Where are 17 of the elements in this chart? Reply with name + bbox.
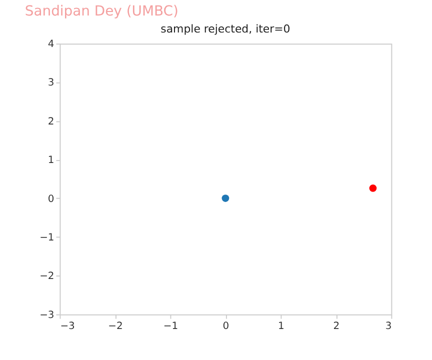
chart-title: sample rejected, iter=0 bbox=[160, 22, 290, 36]
y-tick-label: 2 bbox=[48, 116, 54, 128]
y-tick-label: −1 bbox=[40, 232, 54, 244]
x-tick-label: −3 bbox=[60, 320, 75, 332]
y-tick-label: 1 bbox=[48, 155, 54, 166]
y-tick-label: −3 bbox=[40, 310, 54, 321]
y-tick-label: 0 bbox=[48, 194, 54, 205]
text: Sandipan Dey (UMBC) bbox=[24, 4, 178, 20]
x-tick-label: 0 bbox=[222, 320, 230, 332]
x-tick-label: −2 bbox=[108, 320, 123, 332]
x-tick-label: 2 bbox=[333, 320, 340, 332]
y-tick-label: −2 bbox=[40, 271, 54, 282]
y-tick-label: 4 bbox=[48, 39, 54, 50]
y-tick-label: 3 bbox=[48, 78, 54, 89]
x-tick-label: 1 bbox=[278, 320, 284, 332]
x-tick-label: −1 bbox=[163, 320, 178, 332]
x-tick-label: 3 bbox=[385, 320, 392, 332]
